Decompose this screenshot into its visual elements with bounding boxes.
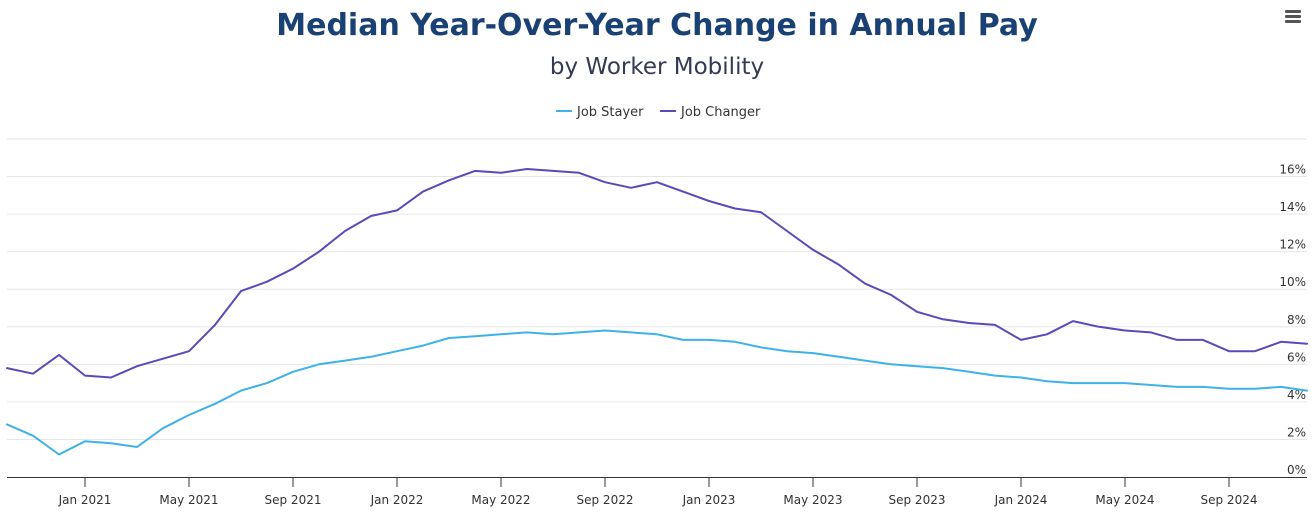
menu-bar-icon [1285, 10, 1301, 13]
legend-item-job-stayer[interactable]: Job Stayer [556, 105, 644, 120]
x-tick-label: Sep 2021 [265, 493, 322, 507]
series-line-job-changer[interactable] [6, 168, 1308, 379]
x-tick-label: Sep 2023 [889, 493, 946, 507]
chart-title: Median Year-Over-Year Change in Annual P… [276, 8, 1038, 43]
y-tick-label: 16% [1279, 163, 1306, 177]
series-line-job-stayer[interactable] [6, 329, 1308, 456]
legend-label: Job Changer [680, 105, 761, 120]
x-tick-label: Jan 2023 [682, 493, 736, 507]
gridlines [7, 138, 1307, 440]
chart-menu-button[interactable] [1285, 10, 1301, 24]
x-tick-label: May 2023 [783, 493, 842, 507]
x-tick-label: Jan 2024 [994, 493, 1048, 507]
x-tick-label: May 2021 [159, 493, 218, 507]
y-tick-label: 10% [1279, 275, 1306, 289]
x-tick-label: May 2024 [1095, 493, 1154, 507]
x-tick-label: Sep 2022 [577, 493, 634, 507]
series-lines [6, 168, 1308, 456]
x-tick-label: Sep 2024 [1201, 493, 1258, 507]
legend-label: Job Stayer [576, 105, 644, 120]
x-tick-label: May 2022 [471, 493, 530, 507]
menu-bar-icon [1285, 15, 1301, 18]
y-axis: 0% 2% 4% 6% 8% 10% 12% 14% 16% [1279, 163, 1306, 477]
legend: Job Stayer Job Changer [556, 105, 761, 120]
chart-subtitle: by Worker Mobility [550, 54, 764, 80]
y-tick-label: 8% [1287, 313, 1306, 327]
legend-item-job-changer[interactable]: Job Changer [660, 105, 761, 120]
y-tick-label: 2% [1287, 425, 1306, 439]
y-tick-label: 0% [1287, 463, 1306, 477]
y-tick-label: 6% [1287, 350, 1306, 364]
x-tick-label: Jan 2022 [370, 493, 424, 507]
menu-bar-icon [1285, 20, 1301, 23]
y-tick-label: 12% [1279, 238, 1306, 252]
x-tick-label: Jan 2021 [58, 493, 112, 507]
y-tick-label: 14% [1279, 200, 1306, 214]
x-axis: Jan 2021 May 2021 Sep 2021 Jan 2022 May 2022… [7, 477, 1307, 507]
y-tick-label: 4% [1287, 388, 1306, 402]
